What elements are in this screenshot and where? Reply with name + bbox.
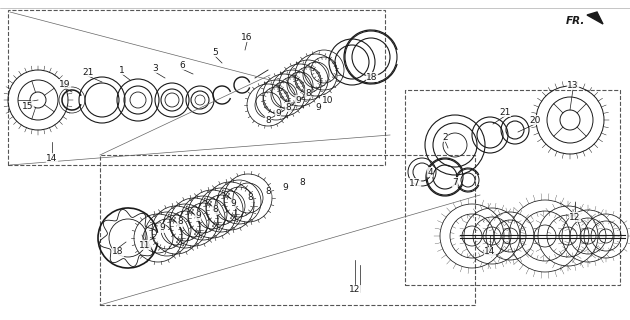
Text: 9: 9 — [159, 223, 165, 233]
Text: 1: 1 — [119, 66, 125, 75]
Text: 17: 17 — [410, 179, 421, 188]
Text: 14: 14 — [47, 154, 58, 163]
Text: 15: 15 — [22, 101, 34, 110]
Text: 8: 8 — [177, 218, 183, 227]
Text: 11: 11 — [139, 241, 151, 250]
Text: 8: 8 — [299, 178, 305, 187]
Text: 8: 8 — [285, 102, 291, 111]
Text: 8: 8 — [247, 194, 253, 203]
Text: 18: 18 — [366, 73, 378, 82]
Text: 19: 19 — [59, 79, 71, 89]
Text: 8: 8 — [212, 205, 218, 214]
Text: 18: 18 — [112, 247, 123, 257]
Text: 10: 10 — [323, 95, 334, 105]
Text: 3: 3 — [152, 63, 158, 73]
Text: 9: 9 — [275, 108, 281, 117]
Bar — [100, 155, 475, 305]
Text: 9: 9 — [230, 199, 236, 209]
Text: 9: 9 — [315, 102, 321, 111]
Text: 7: 7 — [452, 178, 458, 187]
Text: 8: 8 — [305, 89, 311, 98]
Text: 13: 13 — [567, 81, 579, 90]
Text: 9: 9 — [295, 95, 301, 105]
Polygon shape — [587, 12, 603, 24]
Text: 8: 8 — [265, 188, 271, 196]
Text: 5: 5 — [212, 47, 218, 57]
Bar — [8, 10, 385, 165]
Text: 12: 12 — [349, 285, 361, 294]
Text: 6: 6 — [179, 60, 185, 69]
Text: 8: 8 — [265, 116, 271, 124]
Bar — [405, 90, 620, 285]
Text: 9: 9 — [195, 212, 201, 220]
Text: 14: 14 — [484, 247, 496, 257]
Text: 16: 16 — [241, 33, 253, 42]
Text: FR.: FR. — [566, 16, 585, 26]
Text: 9: 9 — [282, 182, 288, 191]
Text: 21: 21 — [83, 68, 94, 76]
Text: 21: 21 — [500, 108, 511, 116]
Text: 4: 4 — [427, 167, 433, 177]
Text: 20: 20 — [529, 116, 541, 124]
Text: 12: 12 — [570, 212, 581, 221]
Text: 2: 2 — [442, 132, 448, 141]
